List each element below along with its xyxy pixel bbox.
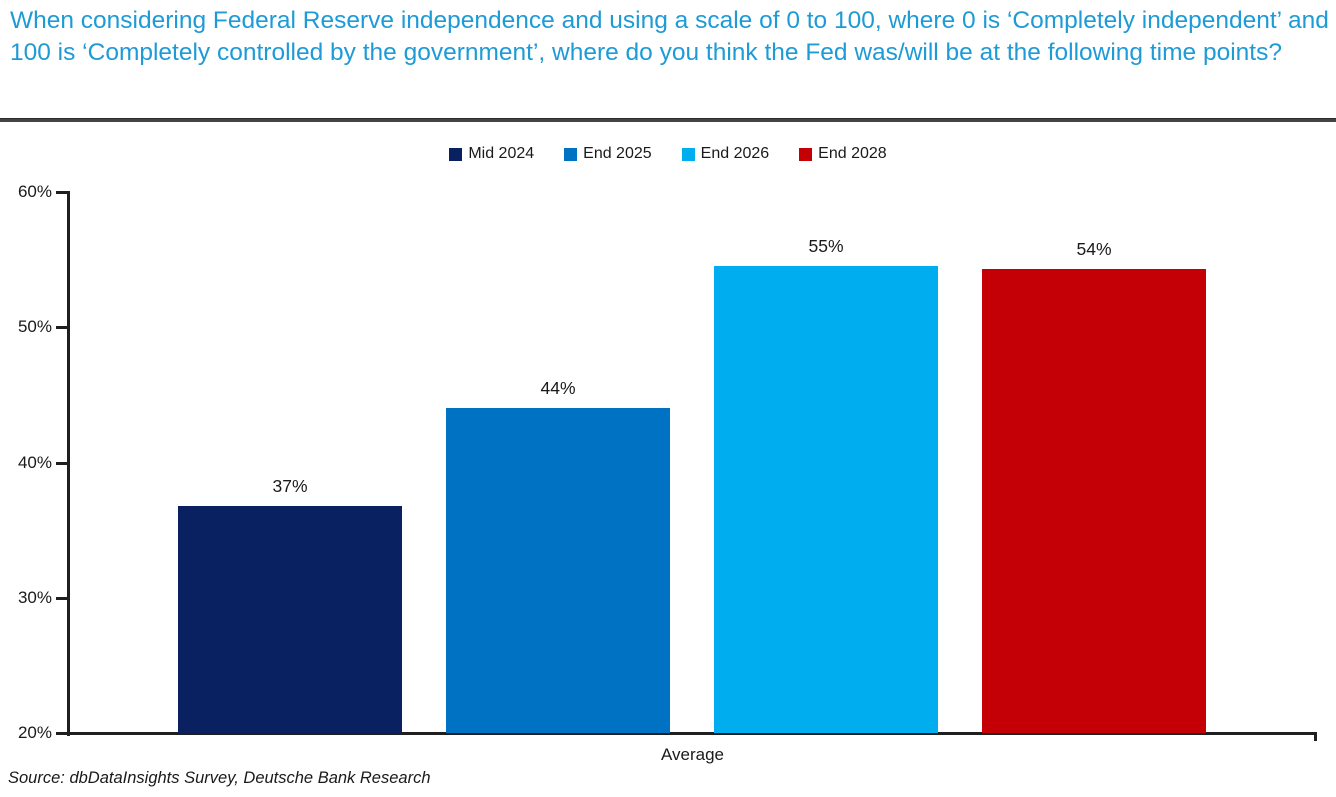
bar-value-label-mid-2024: 37% [272,476,308,496]
y-tick-label: 50% [17,317,52,336]
y-tick-label: 30% [17,588,52,607]
y-tick-mark [56,326,70,329]
bar-value-label-end-2028: 54% [1076,239,1112,259]
x-axis-line [67,732,1317,735]
page-title: When considering Federal Reserve indepen… [10,7,1329,66]
bar-end-2025 [446,408,670,733]
legend-item-label: Mid 2024 [468,145,535,162]
y-tick-mark [56,597,70,600]
chart-legend: Mid 2024 End 2025 End 2026 End 2028 [0,145,1336,163]
title-divider [0,118,1336,122]
legend-item-end-2025: End 2025 [564,145,652,163]
y-tick-mark [56,732,70,735]
y-tick-mark [56,462,70,465]
legend-item-label: End 2025 [583,145,652,162]
bar-mid-2024 [178,506,402,733]
y-tick-mark [56,191,70,194]
bar-end-2028 [982,269,1206,733]
y-tick-label: 20% [17,723,52,742]
x-axis-title: Average [660,745,724,764]
bar-value-label-end-2025: 44% [540,378,576,398]
bar-end-2026 [714,266,938,733]
legend-item-label: End 2026 [700,145,770,162]
legend-swatch-icon [564,147,578,161]
legend-item-end-2026: End 2026 [681,145,770,163]
legend-item-end-2028: End 2028 [799,145,887,163]
legend-item-mid-2024: Mid 2024 [449,145,534,163]
legend-swatch-icon [799,147,813,161]
source-note: Source: dbDataInsights Survey, Deutsche … [8,769,431,787]
y-tick-label: 60% [17,182,52,201]
x-axis-end-tick [1314,732,1317,741]
bar-value-label-end-2026: 55% [808,236,844,256]
legend-swatch-icon [681,147,695,161]
legend-item-label: End 2028 [818,145,887,162]
y-tick-label: 40% [17,453,52,472]
legend-swatch-icon [449,147,463,161]
